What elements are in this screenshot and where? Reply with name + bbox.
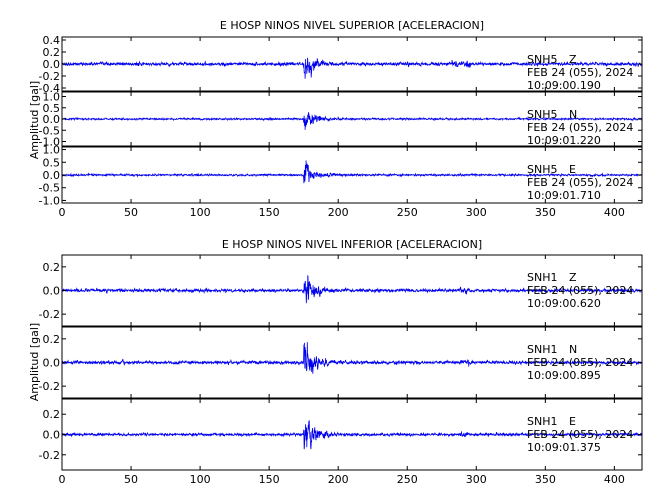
component-code: E <box>569 415 576 428</box>
y-tick-label: -1.0 <box>39 194 60 207</box>
record-time: 10:09:00.895 <box>527 369 601 382</box>
chart-title: E HOSP NINOS NIVEL INFERIOR [ACELERACION… <box>222 238 482 251</box>
station-code: SNH5 <box>527 53 557 66</box>
waveform-line <box>61 420 643 450</box>
y-tick-label: -0.4 <box>39 82 60 95</box>
x-tick-label: 250 <box>397 473 418 486</box>
x-tick-label: 400 <box>604 473 625 486</box>
x-tick-label: 400 <box>604 206 625 219</box>
x-tick-label: 0 <box>59 206 66 219</box>
record-time: 10:09:01.375 <box>527 441 601 454</box>
x-tick-label: 350 <box>535 206 556 219</box>
x-tick-label: 300 <box>466 473 487 486</box>
y-tick-label: 0.0 <box>43 113 61 126</box>
y-tick-label: 0.4 <box>43 34 61 47</box>
y-tick-label: -0.2 <box>39 449 60 462</box>
x-tick-label: 200 <box>328 206 349 219</box>
record-time: 10:09:01.220 <box>527 134 601 147</box>
x-tick-label: 0 <box>59 473 66 486</box>
component-code: E <box>569 163 576 176</box>
component-code: N <box>569 343 577 356</box>
x-tick-label: 250 <box>397 206 418 219</box>
record-date: FEB 24 (055), 2024 <box>527 66 633 79</box>
record-date: FEB 24 (055), 2024 <box>527 121 633 134</box>
y-tick-label: 0.2 <box>43 46 61 59</box>
y-tick-label: 0.2 <box>43 408 61 421</box>
chart-title: E HOSP NINOS NIVEL SUPERIOR [ACELERACION… <box>220 19 484 32</box>
y-axis-label: Amplitud [gal] <box>28 81 41 159</box>
component-code: Z <box>569 271 577 284</box>
x-tick-label: 300 <box>466 206 487 219</box>
y-tick-label: 0.0 <box>43 58 61 71</box>
y-tick-label: 0.2 <box>43 333 61 346</box>
x-tick-label: 100 <box>190 473 211 486</box>
x-tick-label: 150 <box>259 206 280 219</box>
station-code: SNH5 <box>527 163 557 176</box>
record-date: FEB 24 (055), 2024 <box>527 284 633 297</box>
y-tick-label: -0.5 <box>39 182 60 195</box>
waveform-line <box>61 274 643 304</box>
record-date: FEB 24 (055), 2024 <box>527 356 633 369</box>
waveform-line <box>61 112 643 130</box>
record-date: FEB 24 (055), 2024 <box>527 176 633 189</box>
waveform-line <box>61 160 643 184</box>
station-code: SNH1 <box>527 415 557 428</box>
x-tick-label: 50 <box>124 473 138 486</box>
record-date: FEB 24 (055), 2024 <box>527 428 633 441</box>
y-tick-label: 0.0 <box>43 285 61 298</box>
y-tick-label: 0.0 <box>43 357 61 370</box>
y-tick-label: 0.0 <box>43 169 61 182</box>
station-code: SNH5 <box>527 108 557 121</box>
x-tick-label: 350 <box>535 473 556 486</box>
waveform-line <box>61 342 643 374</box>
y-tick-label: -0.5 <box>39 124 60 137</box>
x-tick-label: 100 <box>190 206 211 219</box>
component-code: N <box>569 108 577 121</box>
x-tick-label: 50 <box>124 206 138 219</box>
y-tick-label: -1.0 <box>39 136 60 149</box>
record-time: 10:09:00.620 <box>527 297 601 310</box>
waveform-line <box>61 57 643 79</box>
record-time: 10:09:01.710 <box>527 189 601 202</box>
component-code: Z <box>569 53 577 66</box>
y-tick-label: 0.0 <box>43 429 61 442</box>
y-tick-label: 0.5 <box>43 102 61 115</box>
x-tick-label: 200 <box>328 473 349 486</box>
record-time: 10:09:00.190 <box>527 79 601 92</box>
y-tick-label: -0.2 <box>39 380 60 393</box>
station-code: SNH1 <box>527 271 557 284</box>
y-tick-label: -0.2 <box>39 70 60 83</box>
y-tick-label: 1.0 <box>43 144 61 157</box>
x-tick-label: 150 <box>259 473 280 486</box>
y-tick-label: 0.5 <box>43 156 61 169</box>
y-tick-label: -0.2 <box>39 308 60 321</box>
y-tick-label: 0.2 <box>43 261 61 274</box>
y-axis-label: Amplitud [gal] <box>28 323 41 401</box>
station-code: SNH1 <box>527 343 557 356</box>
y-tick-label: 1.0 <box>43 91 61 104</box>
